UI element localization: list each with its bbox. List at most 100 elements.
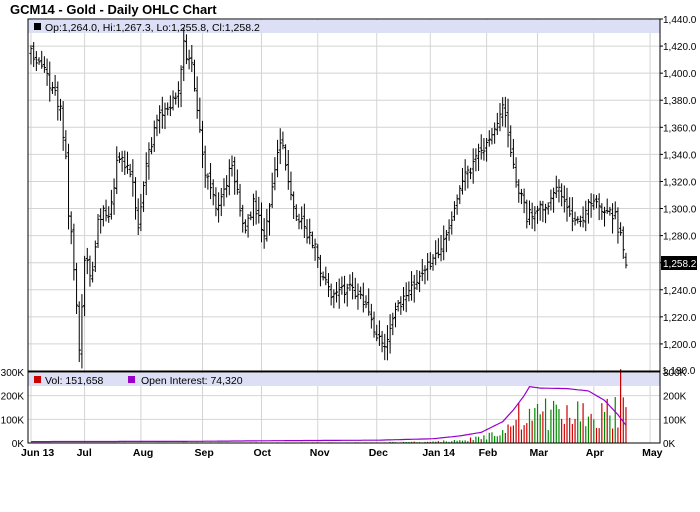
ohlc-bar (125, 151, 130, 174)
ohlc-bar (501, 97, 505, 127)
ohlc-bar (206, 173, 210, 190)
ohlc-bar (53, 74, 57, 96)
open-interest-line (31, 386, 627, 443)
ohlc-bar (198, 97, 202, 133)
ohlc-bar (372, 311, 376, 338)
ohlc-bar (158, 105, 162, 134)
ohlc-bar (447, 219, 451, 241)
ohlc-bar (310, 231, 314, 249)
ohlc-bar (136, 198, 140, 236)
ohlc-bar (182, 27, 186, 82)
ohlc-bar (348, 274, 352, 291)
ohlc-bar (34, 51, 38, 72)
ohlc-bar (294, 204, 298, 222)
month-label: Jan 14 (422, 447, 455, 459)
ohlc-bar (192, 59, 197, 92)
ohlc-bar (117, 152, 122, 163)
ohlc-bar (200, 120, 205, 169)
ohlc-bar (141, 181, 146, 212)
month-label: Mar (530, 447, 549, 459)
ohlc-bar (450, 211, 454, 235)
ohlc-bar (535, 205, 540, 224)
ohlc-bar (109, 189, 113, 220)
ohlc-bar (179, 65, 183, 108)
ohlc-bar (174, 92, 178, 105)
ohlc-bar (474, 148, 478, 172)
volume-legend-band (28, 373, 660, 386)
ohlc-bar (503, 96, 507, 128)
ohlc-bar (538, 200, 542, 221)
ohlc-bar (485, 137, 489, 162)
ohlc-bar (442, 225, 446, 261)
month-label: Feb (479, 447, 498, 459)
chart-title: GCM14 - Gold - Daily OHLC Chart (10, 2, 217, 17)
month-label: Jun 13 (21, 447, 54, 459)
price-tick-label: 1,420.0 (663, 42, 697, 53)
price-legend: Op:1,264.0, Hi:1,267.3, Lo:1,255.8, Cl:1… (45, 22, 260, 34)
ohlc-bar (61, 101, 65, 151)
ohlc-bar (568, 197, 572, 217)
ohlc-bar (241, 204, 245, 233)
ohlc-bar (214, 187, 218, 217)
month-label: May (642, 447, 663, 459)
ohlc-bar (530, 202, 534, 229)
ohlc-bar (147, 142, 151, 180)
ohlc-bar (83, 255, 87, 317)
price-tick-label: 1,200.0 (663, 340, 697, 351)
ohlc-bar (586, 199, 591, 224)
ohlc-bar (396, 299, 400, 312)
ohlc-bar (168, 95, 172, 117)
month-label: Aug (133, 447, 153, 459)
ohlc-bar (393, 302, 398, 328)
last-value-label: 1,258.2 (663, 259, 697, 270)
ohlc-bar (452, 201, 457, 221)
ohlc-bar (498, 102, 502, 132)
volume-y-axes: 300K 300K 200K 200K 100K 100K 0K 0K (1, 368, 687, 450)
ohlc-bar (251, 193, 256, 226)
ohlc-bar (608, 206, 612, 216)
ohlc-bar (150, 137, 154, 155)
ohlc-bar (238, 183, 242, 217)
open-interest-legend-swatch (128, 376, 135, 383)
ohlc-bar (37, 57, 41, 65)
price-y-axis: 1,200.01,220.01,240.01,260.01,280.01,300… (660, 15, 697, 351)
ohlc-bar (48, 61, 52, 102)
volume-left-tick-label: 100K (1, 415, 25, 426)
ohlc-bar (340, 276, 344, 295)
ohlc-bar (144, 152, 148, 196)
price-legend-swatch (34, 23, 41, 30)
price-tick-label: 1,300.0 (663, 205, 697, 216)
volume-left-tick-label: 300K (1, 368, 25, 379)
ohlc-bar (476, 143, 481, 171)
ohlc-bar (361, 282, 365, 313)
ohlc-bar (584, 200, 588, 232)
ohlc-bar (334, 281, 339, 303)
ohlc-bar (533, 206, 537, 232)
ohlc-bar (77, 301, 81, 363)
ohlc-bar (388, 314, 392, 354)
ohlc-bar (302, 203, 306, 239)
ohlc-bar (554, 175, 558, 198)
ohlc-bar (573, 211, 577, 226)
ohlc-bar (104, 199, 108, 222)
ohlc-bar (259, 202, 264, 243)
ohlc-bar (88, 255, 92, 287)
ohlc-bar (466, 165, 470, 189)
ohlc-bar (56, 81, 60, 121)
ohlc-bar (619, 222, 623, 236)
ohlc-bar (543, 203, 548, 224)
ohlc-bar (369, 303, 373, 329)
ohlc-bar (318, 254, 323, 287)
open-interest-legend: Open Interest: 74,320 (141, 375, 243, 387)
month-label: Jul (77, 447, 92, 459)
ohlc-bar (58, 98, 63, 121)
ohlc-bar (468, 167, 473, 180)
ohlc-bar (570, 197, 574, 232)
ohlc-bar (624, 252, 628, 269)
ohlc-bar (91, 261, 95, 283)
price-tick-label: 1,440.0 (663, 15, 697, 26)
ohlc-bar (345, 283, 349, 307)
ohlc-bar (546, 202, 550, 215)
volume-left-tick-label: 0K (12, 439, 25, 450)
ohlc-bar (187, 49, 191, 70)
